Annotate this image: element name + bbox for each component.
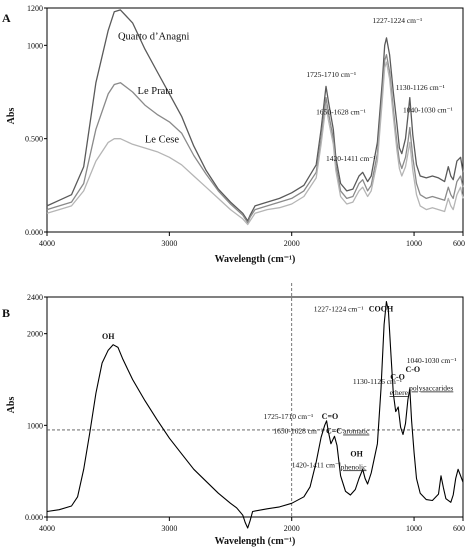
y-tick-label: 1000 (27, 421, 43, 430)
peak-annotation: 1420-1411 cm⁻¹ (326, 154, 375, 163)
x-tick-label: 3000 (161, 524, 177, 533)
panel-letter-b: B (2, 306, 10, 320)
peak-annotation: 1725-1710 cm⁻¹ (264, 412, 314, 421)
peak-annotation: ethere (390, 388, 409, 397)
panel-letter-a: A (2, 11, 11, 25)
peak-annotation: OH (102, 332, 115, 341)
peak-annotation: 1725-1710 cm⁻¹ (306, 70, 356, 79)
series-label: Quarto d’Anagni (118, 32, 190, 43)
peak-annotation: aromatic (343, 427, 370, 436)
peak-annotation: 1130-1126 cm⁻¹ (353, 377, 402, 386)
x-tick-label: 1000 (406, 239, 422, 248)
y-tick-label: 2000 (27, 330, 43, 339)
peak-annotation: C-O (390, 373, 405, 382)
x-tick-label: 4000 (39, 524, 55, 533)
peak-annotation: polysaccarides (409, 384, 453, 393)
y-tick-label: 0.500 (25, 135, 43, 144)
y-axis-title: Abs (6, 397, 17, 414)
plot-frame (46, 7, 464, 233)
y-axis-title: Abs (6, 108, 17, 125)
peak-annotation: 1040-1030 cm⁻¹ (403, 106, 453, 115)
peak-annotation: C=C (326, 427, 342, 436)
series-line-le-prata (46, 54, 464, 224)
x-tick-label: 2000 (284, 239, 300, 248)
peak-annotation: 1650-1628 cm⁻¹ (273, 427, 323, 436)
y-tick-label: 1200 (27, 4, 43, 13)
peak-annotation: COOH (369, 305, 394, 314)
y-tick-label: 0.000 (25, 513, 43, 522)
peak-annotation: 1650-1628 cm⁻¹ (316, 107, 366, 116)
peak-annotation: OH (350, 450, 363, 459)
peak-annotation: 1040-1030 cm⁻¹ (407, 356, 457, 365)
peak-annotation: phenolic (341, 462, 367, 471)
series-label: Le Cese (145, 134, 179, 145)
peak-annotation: 1227-1224 cm⁻¹ (314, 305, 364, 314)
panel-a-chart: 4000 3000 2000 1000 600 0.000 0.500 1000 1200 Wav… (6, 4, 465, 265)
y-tick-label: 2400 (27, 293, 43, 302)
x-tick-label: 3000 (161, 239, 177, 248)
x-axis-title: Wavelength (cm⁻¹) (215, 536, 296, 547)
peak-annotation: C=O (322, 412, 339, 421)
peak-annotation: C-O (405, 365, 420, 374)
peak-annotation: 1227-1224 cm⁻¹ (372, 16, 422, 25)
x-tick-label: 1000 (406, 524, 422, 533)
series-line-spectrum (46, 301, 464, 529)
series-line-le-cese (46, 61, 464, 226)
x-tick-label: 2000 (284, 524, 300, 533)
plot-frame (46, 296, 464, 518)
y-tick-label: 1000 (27, 41, 43, 50)
series-line-quarto-d-anagni (46, 9, 464, 222)
x-axis-title: Wavelength (cm⁻¹) (215, 254, 296, 265)
peak-annotation: 1130-1126 cm⁻¹ (396, 83, 445, 92)
x-tick-label: 600 (453, 239, 465, 248)
x-tick-label: 4000 (39, 239, 55, 248)
y-tick-label: 0.000 (25, 228, 43, 237)
peak-annotation: 1420-1411 cm⁻¹ (292, 461, 341, 470)
x-tick-label: 600 (453, 524, 465, 533)
series-label: Le Prata (138, 86, 174, 97)
panel-b-chart: 4000 3000 2000 1000 600 0.000 1000 2000 2400 Wave… (6, 283, 465, 547)
